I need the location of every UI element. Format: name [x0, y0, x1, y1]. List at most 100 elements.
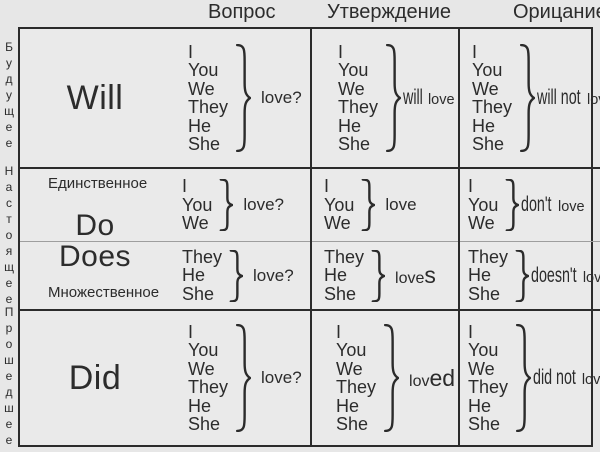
- cell-did-question: Did I You We They He She love?: [20, 309, 310, 445]
- pronoun: You: [182, 194, 213, 215]
- pronoun: He: [468, 395, 492, 416]
- result-text: will love: [403, 86, 455, 110]
- column-header-statement: Утверждение: [327, 1, 452, 23]
- pronoun-list: I You We They He She: [188, 41, 228, 154]
- aux-word: will: [403, 86, 423, 109]
- pronoun: We: [472, 78, 499, 99]
- pronoun-list: I You We: [468, 177, 498, 233]
- tense-label-past: Прошедшее: [2, 305, 16, 449]
- group-will-negation: I You We They He She will not love: [472, 41, 600, 154]
- tense-label-future: Будущее: [2, 40, 16, 152]
- pronoun: He: [338, 115, 362, 136]
- pronoun: He: [188, 395, 212, 416]
- cell-did-negation: I You We They He She did not love: [458, 309, 600, 445]
- result-text: love?: [253, 265, 294, 285]
- pronoun: She: [336, 414, 369, 434]
- pronoun: They: [324, 246, 365, 267]
- pronoun-list: They He She: [182, 248, 222, 304]
- brace-icon: [228, 250, 243, 302]
- pronoun: I: [338, 41, 344, 62]
- pronoun: He: [468, 265, 492, 286]
- pronoun: She: [182, 283, 215, 304]
- pronoun: He: [182, 265, 206, 286]
- pronoun: You: [468, 194, 499, 215]
- verb-word: love: [586, 92, 600, 108]
- verb-will: Will: [66, 78, 124, 117]
- cell-do-does-negation: I You We don't love They He She d: [458, 167, 600, 309]
- pronoun-list: They He She: [468, 248, 508, 304]
- subcell-do-negation: I You We don't love: [460, 169, 600, 241]
- subcell-does-question: Does They He She love?: [20, 241, 310, 309]
- pronoun: We: [338, 78, 365, 99]
- brace-icon: [514, 250, 529, 302]
- number-label-plural: Множественное: [48, 284, 160, 301]
- result-text: loves: [395, 262, 436, 289]
- pronoun: They: [188, 377, 229, 397]
- pronoun: We: [182, 213, 209, 234]
- pronoun: You: [336, 340, 367, 360]
- pronoun: He: [472, 115, 496, 136]
- group-does-statement: They He She loves: [324, 248, 436, 304]
- pronoun: You: [188, 340, 219, 360]
- verb-did: Did: [68, 358, 122, 397]
- verb-word: love: [427, 92, 455, 108]
- brace-icon: [370, 250, 385, 302]
- pronoun: They: [468, 246, 509, 267]
- pronoun: I: [182, 176, 188, 197]
- pronoun: I: [188, 41, 194, 62]
- group-does-negation: They He She doesn't love: [468, 248, 600, 304]
- brace-icon: [234, 44, 251, 152]
- pronoun: She: [338, 134, 371, 154]
- aux-word: will not: [537, 86, 581, 109]
- pronoun-list: I You We They He She: [336, 321, 376, 434]
- pronoun: We: [188, 78, 215, 99]
- pronoun: She: [468, 414, 501, 434]
- cell-will-statement: I You We They He She will love: [310, 29, 458, 167]
- brace-icon: [382, 324, 399, 432]
- verb-word: love: [581, 372, 600, 388]
- cell-will-negation: I You We They He She will not love: [458, 29, 600, 167]
- subcell-do-statement: I You We love: [312, 169, 458, 241]
- pronoun: You: [338, 60, 369, 80]
- aux-word: don't: [521, 193, 552, 216]
- aux-word: did not: [533, 366, 576, 389]
- pronoun: She: [188, 414, 221, 434]
- pronoun-list: I You We They He She: [338, 41, 378, 154]
- brace-icon: [234, 324, 251, 432]
- cell-do-does-question: Единственное Do I You We love? Does: [20, 167, 310, 309]
- pronoun: We: [188, 358, 215, 379]
- column-header-negation: Орицание: [513, 1, 600, 23]
- verb-ending: ed: [429, 364, 456, 391]
- pronoun: I: [336, 321, 342, 342]
- result-text: love?: [261, 88, 302, 107]
- pronoun: We: [468, 358, 495, 379]
- pronoun: I: [324, 176, 330, 197]
- pronoun: You: [188, 60, 219, 80]
- verb-does: Does: [58, 240, 132, 273]
- cell-do-does-statement: I You We love They He She loves: [310, 167, 458, 309]
- pronoun: They: [182, 246, 223, 267]
- column-header-question: Вопрос: [208, 1, 276, 23]
- group-did-statement: I You We They He She loved: [336, 321, 455, 434]
- pronoun: She: [468, 283, 501, 304]
- brace-icon: [384, 44, 401, 152]
- group-will-question: I You We They He She love?: [188, 41, 302, 154]
- verb-word: love: [558, 199, 585, 215]
- pronoun-list: I You We: [324, 177, 354, 233]
- pronoun: I: [472, 41, 478, 62]
- result-text: did not love: [533, 366, 600, 390]
- group-will-statement: I You We They He She will love: [338, 41, 455, 154]
- result-text: will not love: [537, 86, 600, 110]
- subcell-do-question: Do I You We love?: [20, 169, 310, 241]
- pronoun: They: [468, 377, 509, 397]
- pronoun: I: [188, 321, 194, 342]
- pronoun: They: [472, 97, 513, 117]
- conjugation-table: Will I You We They He She love? I You: [18, 27, 600, 447]
- result-text: love?: [261, 368, 302, 387]
- verb-base: love: [395, 270, 425, 287]
- pronoun-list: I You We They He She: [188, 321, 229, 434]
- brace-icon: [504, 179, 519, 231]
- brace-icon: [360, 179, 375, 231]
- result-text: loved: [409, 365, 455, 392]
- pronoun: I: [468, 321, 474, 342]
